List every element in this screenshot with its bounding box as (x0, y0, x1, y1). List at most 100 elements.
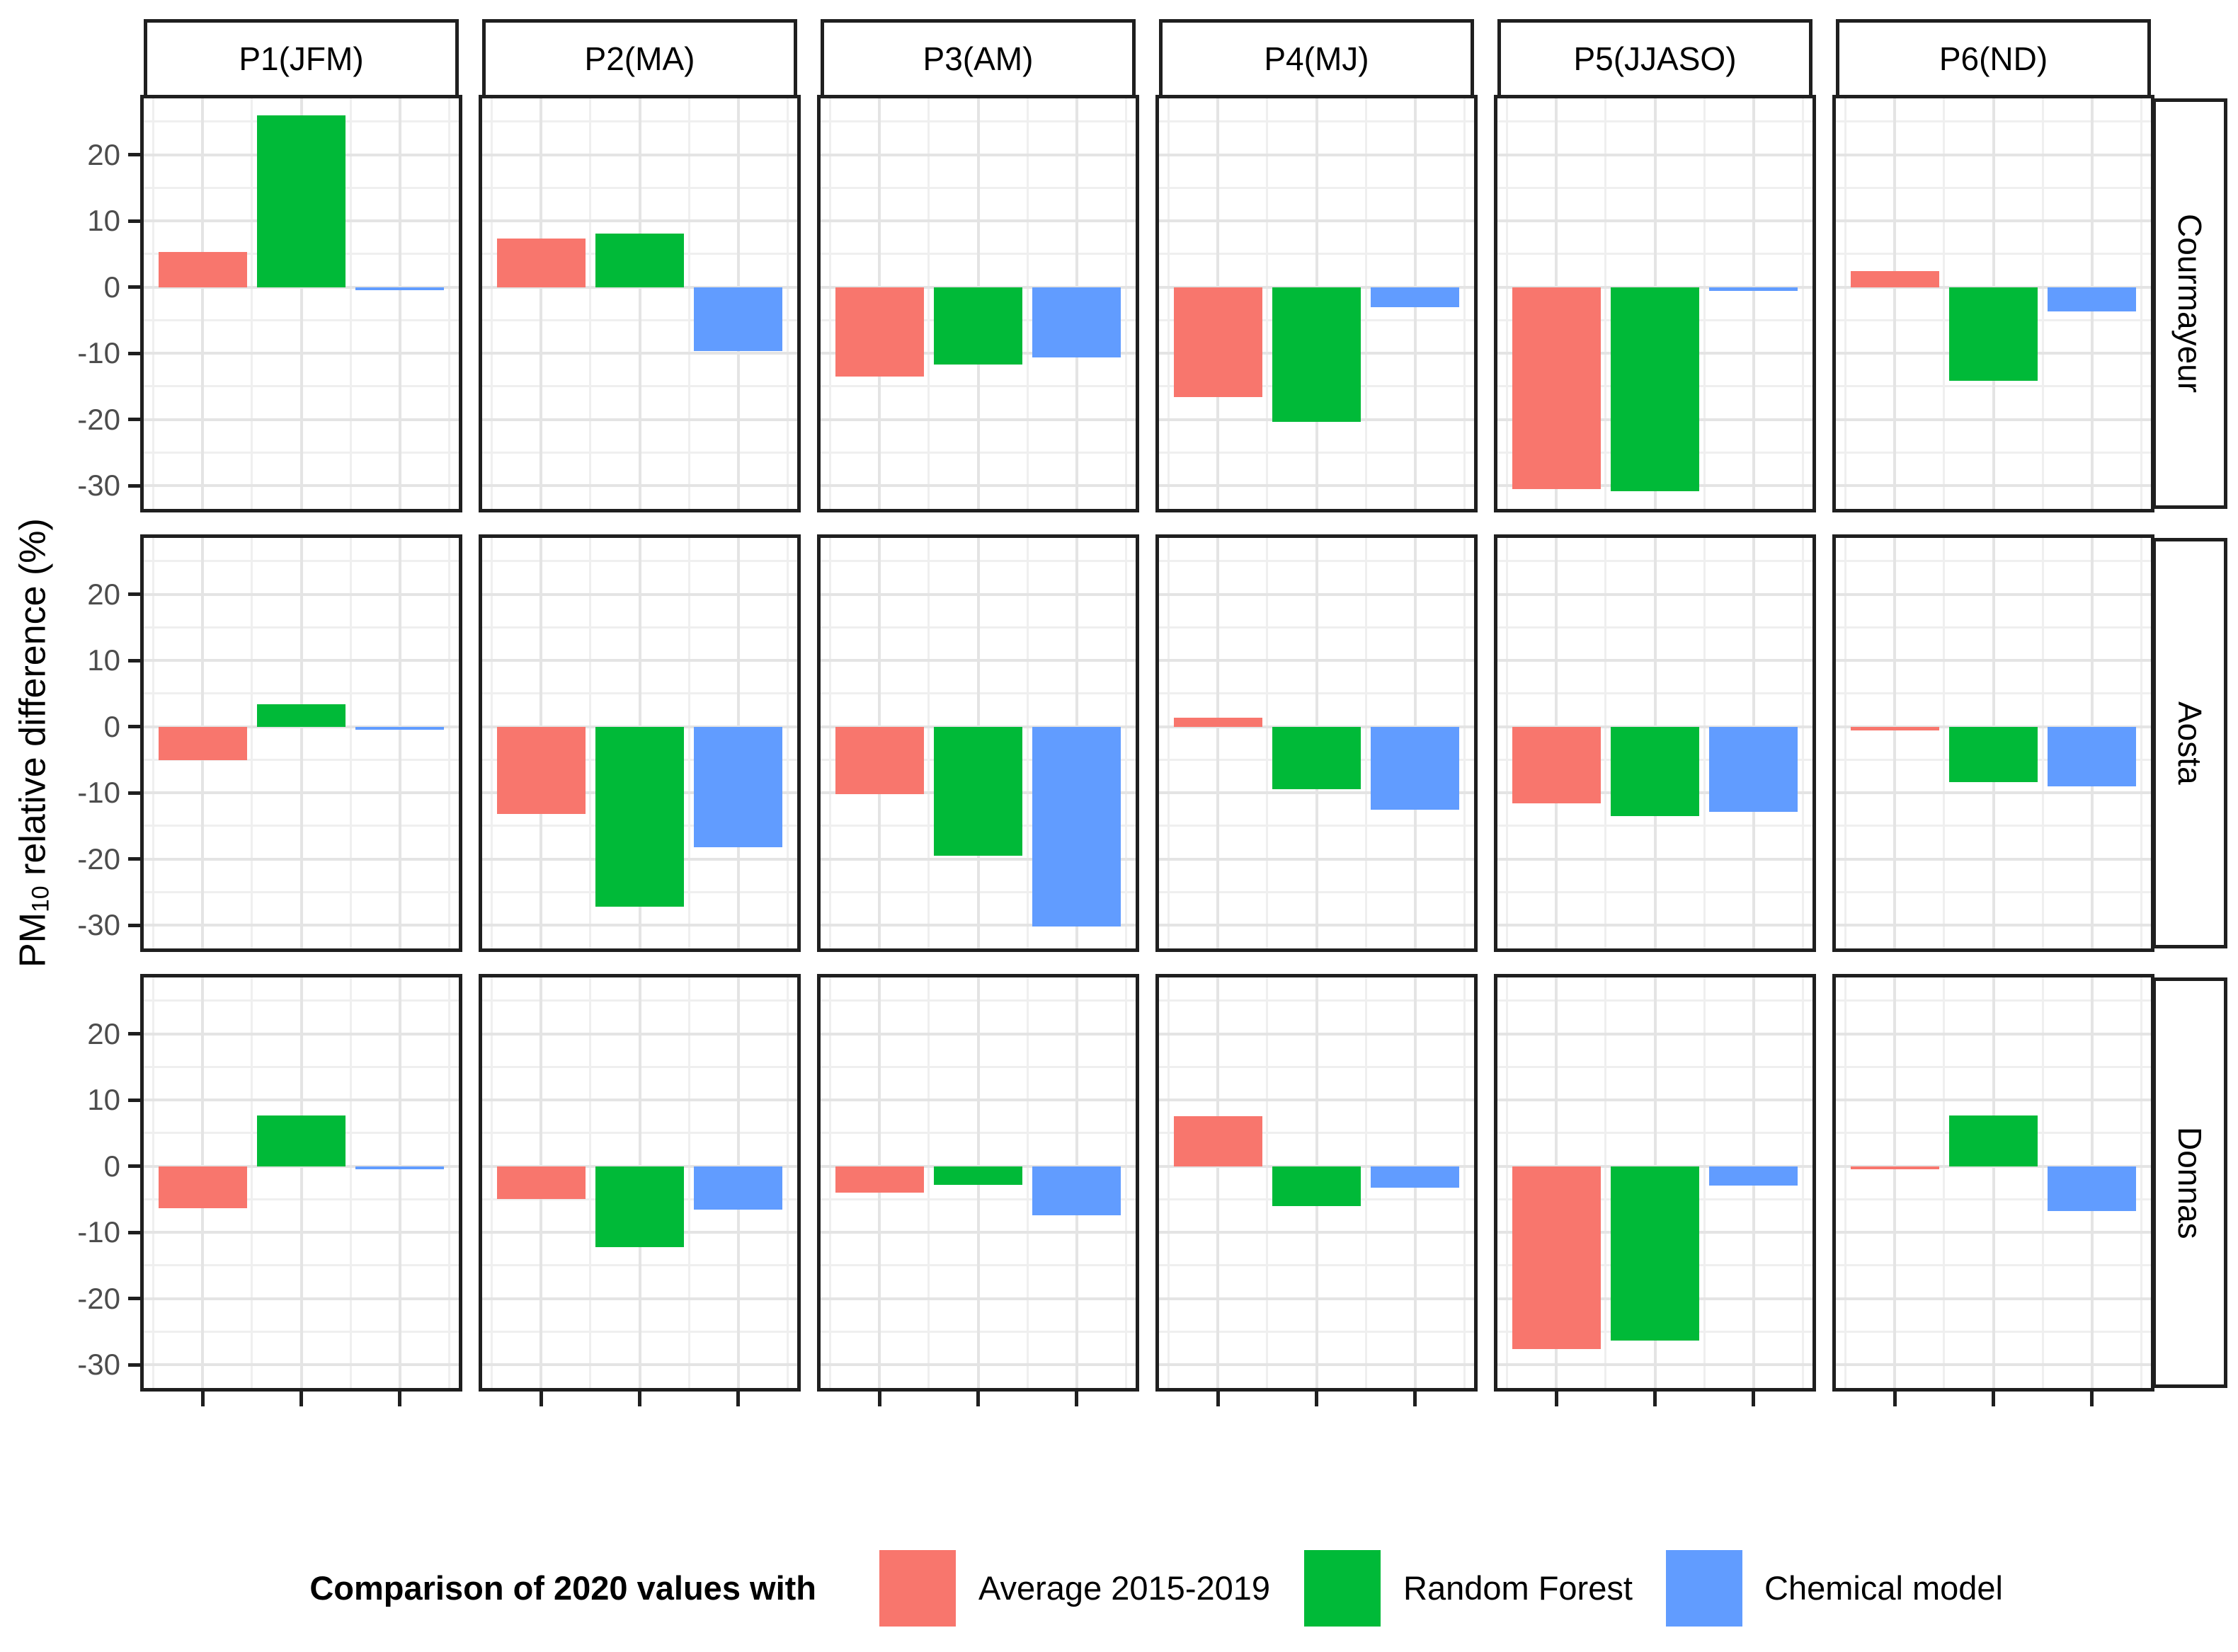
x-tick-mark (2090, 1388, 2094, 1406)
gridline-minor-vertical (1124, 98, 1127, 509)
y-tick-label: 20 (87, 577, 120, 611)
bar-average-2015-2019 (158, 252, 248, 287)
facet-row-label: Donnas (2171, 1126, 2208, 1239)
y-tick-label: -30 (77, 908, 120, 942)
gridline-minor-vertical (2140, 98, 2142, 509)
y-tick-mark (128, 1164, 144, 1169)
x-tick-mark (398, 1388, 402, 1406)
bar-average-2015-2019 (1850, 726, 1940, 731)
gridline-minor-vertical (349, 538, 352, 948)
y-tick-mark (128, 658, 144, 662)
gridline-major-vertical (299, 98, 303, 509)
gridline-minor-vertical (1266, 977, 1269, 1388)
bar-chemical-model (1032, 726, 1121, 927)
bar-average-2015-2019 (1512, 726, 1602, 804)
y-tick-mark (128, 791, 144, 795)
y-tick-label: 20 (87, 1016, 120, 1050)
facet-panel (1155, 95, 1478, 512)
gridline-major-vertical (1893, 977, 1897, 1388)
gridline-minor-vertical (687, 538, 690, 948)
y-tick-mark (128, 1230, 144, 1234)
gridline-minor-vertical (2041, 977, 2044, 1388)
gridline-minor-vertical (829, 538, 832, 948)
y-tick-mark (128, 285, 144, 289)
gridline-major-vertical (398, 98, 401, 509)
bar-random-forest (1948, 726, 2038, 783)
gridline-minor-vertical (152, 977, 155, 1388)
x-tick-mark (976, 1388, 980, 1406)
bar-random-forest (1272, 726, 1361, 790)
facet-column-header: P4(MJ) (1159, 19, 1474, 98)
bar-average-2015-2019 (1173, 1115, 1263, 1166)
gridline-major-vertical (638, 98, 641, 509)
gridline-minor-vertical (1167, 538, 1170, 948)
bar-chemical-model (1708, 287, 1798, 292)
gridline-minor-vertical (927, 977, 930, 1388)
gridline-minor-vertical (447, 98, 450, 509)
x-tick-mark (539, 1388, 543, 1406)
y-tick-mark (128, 219, 144, 223)
bar-average-2015-2019 (835, 1166, 925, 1193)
gridline-minor-vertical (1844, 977, 1847, 1388)
gridline-minor-vertical (1364, 98, 1367, 509)
facet-column-header: P1(JFM) (144, 19, 459, 98)
facet-panel (1832, 95, 2154, 512)
y-tick-mark (128, 418, 144, 422)
bar-random-forest (1948, 1115, 2038, 1166)
gridline-minor-vertical (2140, 538, 2142, 948)
gridline-minor-vertical (786, 977, 789, 1388)
gridline-minor-vertical (491, 977, 493, 1388)
facet-panel (140, 95, 462, 512)
gridline-minor-vertical (2041, 98, 2044, 509)
y-tick-mark (128, 1297, 144, 1301)
bar-chemical-model (1032, 287, 1121, 357)
gridline-minor-vertical (1026, 538, 1029, 948)
gridline-minor-vertical (2041, 538, 2044, 948)
gridline-minor-vertical (1943, 538, 1946, 948)
bar-chemical-model (693, 726, 783, 847)
y-tick-label: -30 (77, 469, 120, 503)
gridline-minor-vertical (2140, 977, 2142, 1388)
bar-average-2015-2019 (1173, 287, 1263, 397)
facet-panel (140, 534, 462, 952)
gridline-minor-vertical (1604, 538, 1607, 948)
gridline-minor-vertical (927, 538, 930, 948)
bar-chemical-model (1370, 1166, 1460, 1188)
gridline-minor-vertical (1266, 98, 1269, 509)
bar-random-forest (1610, 726, 1700, 816)
gridline-minor-vertical (1463, 98, 1466, 509)
y-tick-label: -20 (77, 842, 120, 876)
y-tick-label: -10 (77, 336, 120, 370)
gridline-major-vertical (1893, 98, 1897, 509)
facet-panel (1494, 95, 1816, 512)
gridline-minor-vertical (1801, 98, 1804, 509)
facet-panel (140, 974, 462, 1392)
gridline-minor-vertical (251, 98, 253, 509)
y-tick-label: -10 (77, 1215, 120, 1249)
gridline-minor-vertical (829, 977, 832, 1388)
bar-chemical-model (1370, 287, 1460, 307)
x-tick-mark (1554, 1388, 1558, 1406)
x-tick-mark (877, 1388, 881, 1406)
y-tick-label: -20 (77, 402, 120, 436)
gridline-minor-vertical (1506, 977, 1509, 1388)
gridline-minor-vertical (1844, 98, 1847, 509)
y-tick-mark (128, 483, 144, 488)
bar-chemical-model (355, 1166, 445, 1169)
y-tick-label: 10 (87, 643, 120, 677)
gridline-major-vertical (1752, 98, 1755, 509)
gridline-major-vertical (299, 977, 303, 1388)
facet-panel (1155, 534, 1478, 952)
y-tick-label: 20 (87, 137, 120, 171)
facet-column-label: P2(MA) (584, 40, 695, 77)
gridline-minor-vertical (1801, 977, 1804, 1388)
gridline-minor-vertical (1124, 977, 1127, 1388)
legend-label-average-2015-2019: Average 2015-2019 (978, 1569, 1271, 1607)
gridline-major-vertical (1216, 977, 1220, 1388)
gridline-minor-vertical (1703, 977, 1706, 1388)
legend-title: Comparison of 2020 values with (309, 1569, 816, 1607)
gridline-minor-vertical (349, 98, 352, 509)
gridline-minor-vertical (589, 977, 592, 1388)
legend-key-chemical-model (1666, 1550, 1742, 1627)
